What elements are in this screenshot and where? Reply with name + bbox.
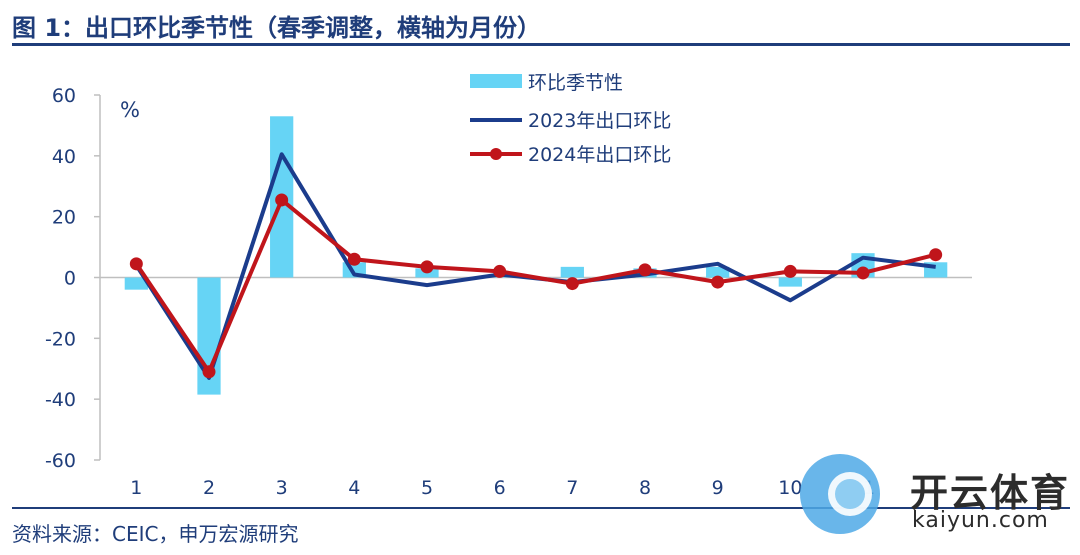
y-tick-label: 60 xyxy=(52,85,76,107)
point-2024 xyxy=(929,248,943,262)
line-2023 xyxy=(134,152,936,380)
seasonality-bar xyxy=(706,266,730,278)
point-2024 xyxy=(711,275,725,289)
x-tick-label: 7 xyxy=(566,477,578,499)
point-2024 xyxy=(129,257,143,271)
x-tick-label: 2 xyxy=(203,477,215,499)
footer-rule xyxy=(12,507,1070,509)
x-tick-label: 6 xyxy=(494,477,506,499)
x-tick-label: 8 xyxy=(639,477,651,499)
x-tick-label: 5 xyxy=(421,477,433,499)
seasonality-bar xyxy=(778,277,802,287)
point-2024 xyxy=(493,264,507,278)
point-2024 xyxy=(565,277,579,291)
legend-marker-2024 xyxy=(490,148,502,160)
seasonality-bar xyxy=(124,277,148,290)
y-tick-label: 0 xyxy=(64,268,76,290)
point-2024 xyxy=(420,260,434,274)
line-2024 xyxy=(134,197,937,374)
y-unit-label: % xyxy=(120,98,140,122)
legend-label: 2024年出口环比 xyxy=(528,144,671,166)
seasonality-bar xyxy=(560,266,584,278)
x-tick-label: 1 xyxy=(130,477,142,499)
x-tick-label: 9 xyxy=(712,477,724,499)
watermark-brand: 开云体育 xyxy=(910,471,1071,515)
y-tick-label: -40 xyxy=(45,389,76,411)
y-tick-label: 20 xyxy=(52,207,76,229)
source-note: 资料来源：CEIC，申万宏源研究 xyxy=(12,522,299,546)
title-underline xyxy=(12,43,1070,46)
point-2024 xyxy=(638,263,652,277)
y-tick-label: 40 xyxy=(52,146,76,168)
watermark-logo-icon xyxy=(800,454,880,534)
point-2024 xyxy=(275,193,289,207)
y-tick-label: -20 xyxy=(45,328,76,350)
chart-svg: 6040200-20-40-60%1234567891011环比季节性2023年… xyxy=(45,72,972,499)
x-tick-label: 4 xyxy=(348,477,360,499)
point-2024 xyxy=(856,266,870,280)
x-tick-label: 10 xyxy=(778,477,802,499)
x-tick-label: 3 xyxy=(276,477,288,499)
watermark-url: kaiyun.com xyxy=(912,508,1049,533)
legend-label: 环比季节性 xyxy=(528,72,623,94)
point-2024 xyxy=(202,365,216,379)
y-tick-label: -60 xyxy=(45,450,76,472)
point-2024 xyxy=(347,252,361,266)
chart-title: 图 1：出口环比季节性（春季调整，横轴为月份） xyxy=(12,14,542,42)
legend-swatch-bar xyxy=(470,74,522,88)
legend-label: 2023年出口环比 xyxy=(528,110,671,132)
point-2024 xyxy=(783,264,797,278)
